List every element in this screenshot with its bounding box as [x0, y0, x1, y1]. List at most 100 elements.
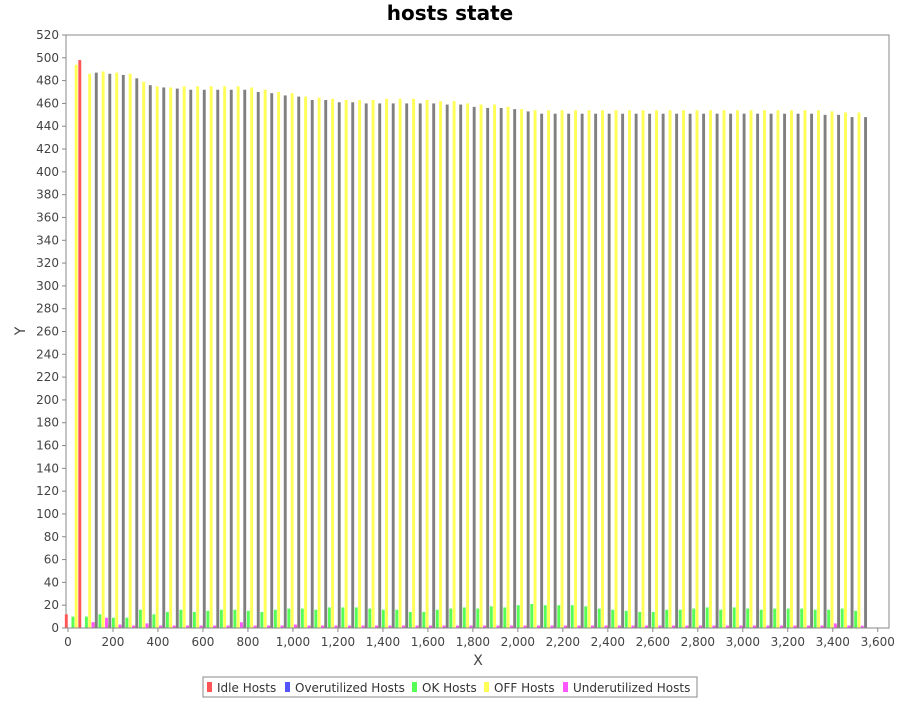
- bar-off-hosts-30: [479, 104, 483, 628]
- bar-off-hosts-44: [668, 110, 672, 628]
- bar-off-hosts-29: [466, 103, 470, 629]
- bar-off-hosts-56: [830, 111, 834, 628]
- bar-series-5-54: [810, 113, 814, 628]
- bar-series-5-35: [553, 113, 557, 628]
- bar-ok-hosts-3: [111, 617, 115, 628]
- bar-series-5-11: [229, 89, 233, 629]
- bar-underutilized-hosts-48: [725, 625, 729, 628]
- bar-underutilized-hosts-41: [631, 625, 635, 628]
- bar-off-hosts-14: [263, 89, 267, 629]
- bar-idle-hosts-0: [64, 614, 68, 628]
- y-tick-label: 360: [36, 210, 59, 224]
- legend-swatch-overutilized-hosts: [285, 682, 290, 692]
- bar-idle-hosts-1: [78, 60, 82, 628]
- bar-ok-hosts-11: [219, 609, 223, 628]
- bar-underutilized-hosts-10: [213, 625, 216, 628]
- bar-off-hosts-15: [277, 92, 281, 628]
- bar-series-5-41: [634, 113, 638, 628]
- bar-ok-hosts-2: [98, 614, 102, 628]
- bar-series-5-26: [432, 103, 436, 629]
- bar-ok-hosts-51: [759, 609, 763, 628]
- bar-underutilized-hosts-44: [671, 625, 675, 628]
- x-tick-label: 1,000: [276, 635, 310, 649]
- legend-box: [202, 676, 698, 698]
- bar-series-5-29: [472, 106, 476, 629]
- bar-off-hosts-24: [398, 98, 402, 629]
- bar-underutilized-hosts-38: [590, 625, 594, 628]
- y-tick-label: 200: [36, 393, 59, 407]
- bar-underutilized-hosts-52: [779, 625, 783, 628]
- chart-title: hosts state: [387, 1, 513, 25]
- bar-series-5-56: [837, 114, 841, 628]
- bar-off-hosts-34: [533, 110, 537, 628]
- y-tick-label: 40: [44, 575, 59, 589]
- x-tick-label: 1,800: [456, 635, 490, 649]
- y-axis: 0 20 40 60 80 100 120 140 160 180 200 220 240 260 280 3…: [36, 28, 66, 635]
- bar-ok-hosts-20: [341, 607, 345, 628]
- bar-series-5-42: [648, 113, 652, 628]
- bar-series-5-25: [418, 103, 422, 629]
- bar-ok-hosts-25: [408, 612, 412, 628]
- bar-series-5-27: [445, 104, 449, 628]
- bar-underutilized-hosts-42: [644, 625, 648, 628]
- bar-ok-hosts-30: [476, 608, 480, 628]
- bar-off-hosts-45: [682, 110, 685, 628]
- bar-off-hosts-18: [317, 97, 321, 629]
- bar-series-5-43: [661, 113, 665, 628]
- bar-underutilized-hosts-32: [509, 625, 513, 628]
- bar-underutilized-hosts-34: [536, 625, 540, 628]
- bar-ok-hosts-15: [273, 609, 277, 628]
- bar-underutilized-hosts-11: [226, 625, 230, 628]
- bar-underutilized-hosts-27: [442, 625, 446, 628]
- y-tick-label: 340: [36, 233, 59, 247]
- bar-series-5-52: [783, 113, 787, 628]
- bar-off-hosts-26: [425, 100, 429, 628]
- bar-underutilized-hosts-17: [307, 625, 311, 628]
- bar-underutilized-hosts-40: [617, 625, 621, 628]
- bar-series-5-55: [823, 114, 827, 628]
- bar-ok-hosts-34: [530, 604, 534, 628]
- bar-series-5-1: [94, 72, 98, 628]
- bar-series-5-32: [513, 109, 517, 629]
- bar-ok-hosts-21: [354, 607, 358, 628]
- y-tick-label: 60: [44, 553, 59, 567]
- bar-series-5-49: [742, 113, 746, 628]
- bar-underutilized-hosts-25: [415, 625, 419, 628]
- bar-underutilized-hosts-54: [806, 625, 810, 628]
- bar-off-hosts-39: [601, 110, 604, 628]
- bar-series-5-36: [567, 113, 571, 628]
- bar-ok-hosts-48: [719, 609, 723, 628]
- bar-ok-hosts-42: [638, 612, 642, 628]
- bar-series-5-47: [715, 113, 719, 628]
- bar-off-hosts-35: [547, 110, 550, 628]
- legend-swatch-off-hosts: [484, 682, 489, 692]
- bar-off-hosts-9: [196, 86, 200, 628]
- bar-series-5-17: [310, 100, 314, 628]
- bar-underutilized-hosts-36: [563, 625, 567, 628]
- bar-ok-hosts-19: [327, 607, 331, 628]
- y-tick-label: 400: [36, 165, 59, 179]
- x-tick-label: 0: [64, 635, 72, 649]
- bar-off-hosts-6: [155, 86, 159, 628]
- bar-ok-hosts-54: [800, 608, 804, 628]
- bar-off-hosts-25: [412, 98, 416, 629]
- bar-underutilized-hosts-39: [604, 625, 608, 628]
- bar-ok-hosts-33: [516, 605, 520, 628]
- bar-underutilized-hosts-12: [240, 622, 243, 628]
- y-tick-label: 480: [36, 74, 59, 88]
- bar-underutilized-hosts-30: [482, 625, 486, 628]
- bar-underutilized-hosts-28: [455, 625, 459, 628]
- bar-underutilized-hosts-58: [860, 625, 864, 628]
- bar-underutilized-hosts-35: [550, 625, 554, 628]
- x-tick-label: 3,200: [771, 635, 805, 649]
- bar-off-hosts-21: [358, 100, 362, 628]
- bar-series-5-13: [256, 92, 260, 628]
- x-tick-label: 1,400: [366, 635, 400, 649]
- bar-ok-hosts-22: [368, 608, 372, 628]
- bar-ok-hosts-50: [746, 608, 750, 628]
- bar-underutilized-hosts-20: [347, 625, 351, 628]
- bar-series-5-33: [526, 111, 530, 628]
- bar-off-hosts-4: [128, 73, 132, 628]
- legend: Idle Hosts Overutilized Hosts OK Hosts OFF …: [202, 676, 698, 698]
